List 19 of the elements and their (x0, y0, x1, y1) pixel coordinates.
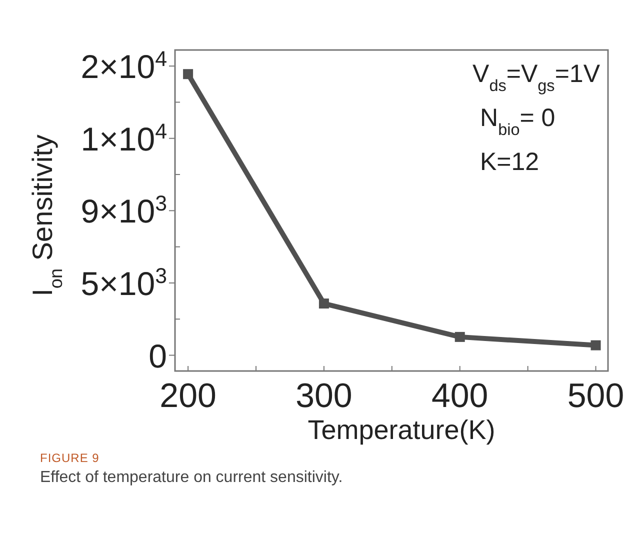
text: Effect of temperature on current sensitivity. (40, 469, 343, 486)
annotation: K=12 (480, 148, 540, 176)
point (454, 332, 465, 342)
y-tick-label: 5×10$^{3}$ (80, 264, 167, 302)
x-tick-label: 400 (431, 377, 488, 415)
y-tick-label: 0 (148, 337, 167, 374)
annotation: N$_{bio}$= 0 (480, 104, 556, 139)
y-tick-label: 1×10$^{4}$ (80, 119, 168, 158)
x-tick-label: 200 (160, 377, 216, 415)
point (318, 298, 329, 309)
annotation: V$_{ds}$=V$_{gs}$=1V (472, 60, 600, 95)
x-tick-label: 500 (567, 377, 624, 415)
y-tick-label: 9×10$^{3}$ (80, 192, 167, 230)
x-axis-title: Temperature(K) (308, 415, 496, 445)
point (590, 340, 601, 350)
y-tick-label: 2×10$^{4}$ (80, 47, 168, 86)
point (183, 69, 194, 80)
x-tick-label: 300 (296, 377, 352, 415)
caption: FIGURE 9 (40, 451, 100, 465)
